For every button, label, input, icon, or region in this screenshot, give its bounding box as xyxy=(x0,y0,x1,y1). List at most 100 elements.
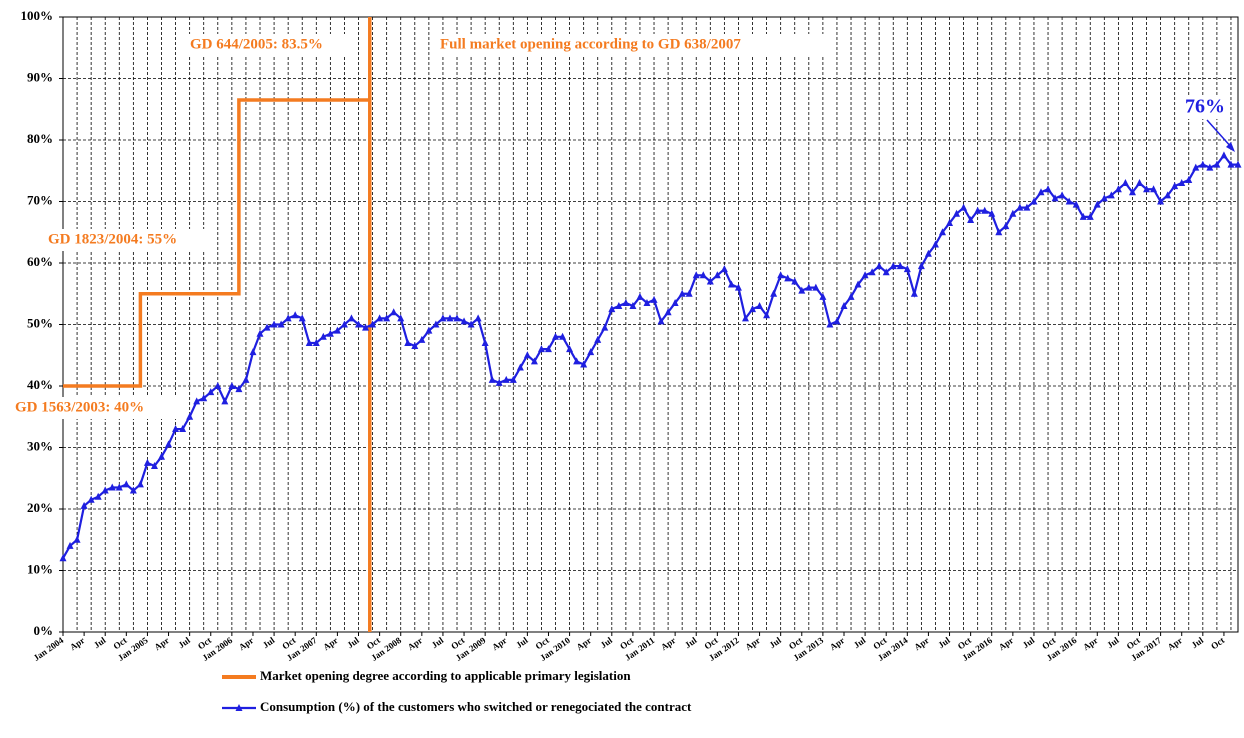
point-marker xyxy=(840,302,848,310)
point-marker xyxy=(699,271,707,279)
point-marker xyxy=(826,320,834,328)
point-marker xyxy=(988,209,996,217)
annotation-bg xyxy=(12,397,177,419)
point-marker xyxy=(777,271,785,279)
x-tick-label: Jul xyxy=(92,635,108,650)
point-marker xyxy=(537,345,545,353)
x-tick-label: Jul xyxy=(767,635,783,650)
point-marker xyxy=(200,394,208,402)
point-marker xyxy=(256,329,264,337)
point-marker xyxy=(94,492,102,500)
point-marker xyxy=(608,305,616,313)
point-marker xyxy=(882,268,890,276)
x-tick-label: Jul xyxy=(936,635,952,650)
point-marker xyxy=(720,265,728,273)
point-marker xyxy=(819,292,827,300)
point-marker xyxy=(1227,160,1235,168)
point-marker xyxy=(847,292,855,300)
point-marker xyxy=(854,280,862,288)
y-tick-label: 20% xyxy=(27,500,53,515)
point-marker xyxy=(791,277,799,285)
x-tick-label: Jul xyxy=(345,635,361,650)
point-marker xyxy=(186,412,194,420)
point-marker xyxy=(298,314,306,322)
point-marker xyxy=(453,314,461,322)
annotation: GD 644/2005: 83.5% xyxy=(190,36,323,52)
y-tick-label: 80% xyxy=(27,131,53,146)
point-marker xyxy=(727,280,735,288)
point-marker xyxy=(770,289,778,297)
point-marker xyxy=(221,397,229,405)
x-tick-label: Jul xyxy=(599,635,615,650)
point-marker xyxy=(566,345,574,353)
point-marker xyxy=(481,338,489,346)
point-marker xyxy=(910,289,918,297)
point-marker xyxy=(615,302,623,310)
point-marker xyxy=(805,283,813,291)
point-marker xyxy=(228,382,236,389)
x-tick-label: Jul xyxy=(852,635,868,650)
point-marker xyxy=(1009,209,1017,217)
point-marker xyxy=(685,289,693,297)
annotation-bg xyxy=(437,34,835,56)
x-tick-label: Jul xyxy=(430,635,446,650)
y-tick-label: 10% xyxy=(27,561,53,576)
point-marker xyxy=(868,268,876,276)
point-marker xyxy=(1171,182,1179,190)
point-marker xyxy=(158,452,166,460)
point-marker xyxy=(376,314,384,322)
x-tick-label: Apr xyxy=(912,635,930,652)
point-marker xyxy=(369,320,377,328)
point-marker xyxy=(411,342,419,350)
point-marker xyxy=(1079,212,1087,220)
point-marker xyxy=(924,249,932,257)
y-tick-label: 90% xyxy=(27,69,53,84)
point-marker xyxy=(305,338,313,346)
point-marker xyxy=(1037,188,1045,196)
point-marker xyxy=(333,326,341,334)
point-marker xyxy=(467,320,475,328)
point-marker xyxy=(249,348,257,356)
x-tick-label: Jul xyxy=(1105,635,1121,650)
point-marker xyxy=(903,265,911,273)
x-tick-label: Apr xyxy=(1166,635,1184,652)
point-marker xyxy=(974,206,982,214)
point-marker xyxy=(580,360,588,368)
y-tick-label: 50% xyxy=(27,315,53,330)
point-marker xyxy=(263,323,271,331)
annotation: GD 1563/2003: 40% xyxy=(15,399,144,415)
point-marker xyxy=(326,329,334,337)
point-marker xyxy=(495,378,503,386)
point-marker xyxy=(432,320,440,328)
point-marker xyxy=(108,483,116,491)
point-marker xyxy=(1002,222,1010,230)
point-marker xyxy=(242,375,250,383)
point-marker xyxy=(404,338,412,346)
point-marker xyxy=(953,209,961,217)
point-marker xyxy=(1107,191,1115,199)
point-marker xyxy=(355,320,363,328)
point-marker xyxy=(312,338,320,346)
point-marker xyxy=(1016,203,1024,211)
point-marker xyxy=(763,311,771,319)
point-marker xyxy=(383,314,391,322)
point-marker xyxy=(340,320,348,328)
point-marker xyxy=(397,314,405,322)
point-marker xyxy=(678,289,686,297)
point-marker xyxy=(1234,160,1242,168)
point-marker xyxy=(594,335,602,343)
point-marker xyxy=(165,440,173,448)
point-marker xyxy=(1220,151,1228,159)
point-marker xyxy=(1030,197,1038,205)
point-marker xyxy=(1128,188,1136,196)
point-marker xyxy=(1114,185,1122,193)
point-marker xyxy=(530,357,538,365)
point-marker xyxy=(87,495,95,503)
point-marker xyxy=(601,323,609,331)
legend-marker xyxy=(235,704,243,711)
x-tick-label: Jul xyxy=(1190,635,1206,650)
point-marker xyxy=(502,375,510,383)
point-marker xyxy=(734,283,742,291)
x-tick-label: Oct xyxy=(1209,635,1226,651)
point-marker xyxy=(270,320,278,328)
